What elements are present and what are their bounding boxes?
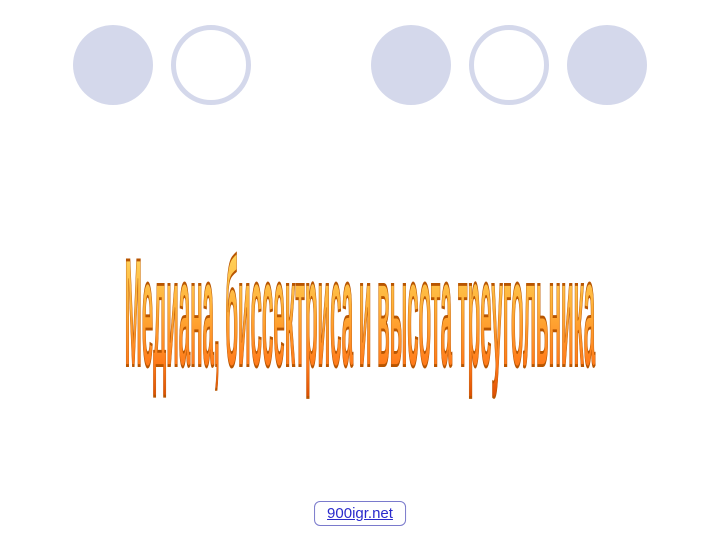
slide-title-wordart: Медиана, биссектриса и высота треугольни… <box>20 160 700 480</box>
circle-3 <box>371 25 451 105</box>
circle-4 <box>469 25 549 105</box>
slide-title-text: Медиана, биссектриса и высота треугольни… <box>125 228 596 399</box>
footer-source-link[interactable]: 900igr.net <box>314 501 406 526</box>
decorative-circles-row <box>0 20 720 110</box>
circle-group-right <box>371 25 647 105</box>
circle-2 <box>171 25 251 105</box>
circle-group-left <box>73 25 251 105</box>
slide-title-container: Медиана, биссектриса и высота треугольни… <box>20 160 700 480</box>
circle-5 <box>567 25 647 105</box>
circle-1 <box>73 25 153 105</box>
